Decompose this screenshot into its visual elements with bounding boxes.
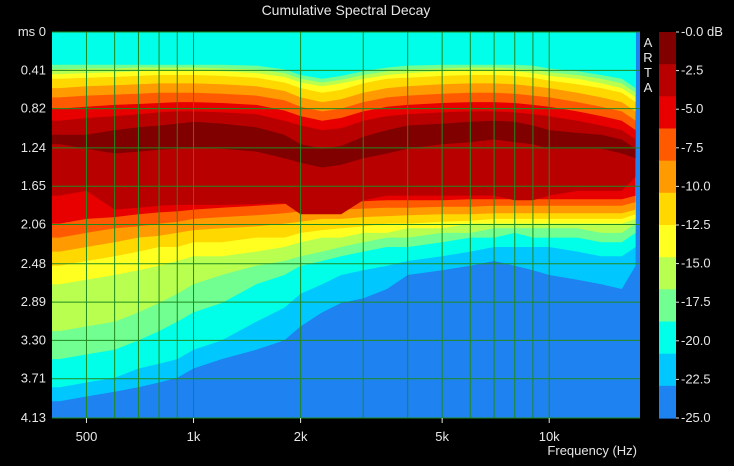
colorbar-swatch xyxy=(659,192,676,226)
grid xyxy=(52,31,640,419)
colorbar-swatch xyxy=(659,64,676,97)
x-tick-label: 2k xyxy=(294,429,308,444)
watermark-letter: A xyxy=(644,80,653,95)
colorbar-label: -15.0 xyxy=(681,256,711,271)
y-tick-label: 4.13 xyxy=(21,410,46,425)
watermark-letter: T xyxy=(644,65,652,80)
colorbar-swatch xyxy=(659,385,676,419)
y-tick-label: 0.82 xyxy=(21,101,46,116)
colorbar-label: -17.5 xyxy=(681,294,711,309)
plot-area xyxy=(52,32,640,418)
colorbar-label: -0.0 dB xyxy=(681,24,723,39)
colorbar-swatch xyxy=(659,321,676,355)
colorbar-label: -2.5 xyxy=(681,63,703,78)
y-tick-label: ms 0 xyxy=(18,24,46,39)
y-tick-label: 1.65 xyxy=(21,178,46,193)
x-axis-label: Frequency (Hz) xyxy=(547,443,637,458)
y-tick-label: 2.48 xyxy=(21,256,46,271)
colorbar-swatch xyxy=(659,289,676,323)
colorbar-label: -25.0 xyxy=(681,410,711,425)
colorbar-label: -22.5 xyxy=(681,371,711,386)
colorbar-label: -12.5 xyxy=(681,217,711,232)
y-tick-label: 2.06 xyxy=(21,217,46,232)
colorbar-label: -5.0 xyxy=(681,101,703,116)
x-tick-label: 1k xyxy=(187,429,201,444)
x-axis: 500 1k 2k 5k 10k xyxy=(76,418,560,444)
colorbar-swatch xyxy=(659,225,676,258)
y-tick-label: 2.89 xyxy=(21,294,46,309)
y-tick-label: 0.41 xyxy=(21,62,46,77)
y-tick-label: 3.71 xyxy=(21,371,46,386)
colorbar-swatch xyxy=(659,353,676,387)
colorbar-swatch xyxy=(659,96,676,130)
colorbar-swatch xyxy=(659,32,676,65)
colorbar-swatch xyxy=(659,128,676,162)
colorbar-swatch xyxy=(659,257,676,290)
colorbar: -0.0 dB -2.5 -5.0 -7.5 -10.0 -12.5 -15.0 -17.5 -… xyxy=(659,24,723,425)
x-tick-label: 5k xyxy=(435,429,449,444)
y-tick-label: 3.30 xyxy=(21,332,46,347)
decay-band-19 xyxy=(52,32,636,89)
colorbar-label: -10.0 xyxy=(681,178,711,193)
x-tick-label: 10k xyxy=(539,429,560,444)
watermark-letter: R xyxy=(643,50,652,65)
colorbar-label: -20.0 xyxy=(681,333,711,348)
x-tick-label: 500 xyxy=(76,429,98,444)
y-axis: ms 0 0.41 0.82 1.24 1.65 2.06 2.48 2.89 3.30 3.71… xyxy=(18,24,46,425)
y-tick-label: 1.24 xyxy=(21,140,46,155)
colorbar-label: -7.5 xyxy=(681,140,703,155)
watermark-letter: A xyxy=(644,35,653,50)
chart-title: Cumulative Spectral Decay xyxy=(262,2,431,18)
colorbar-swatch xyxy=(659,160,676,194)
